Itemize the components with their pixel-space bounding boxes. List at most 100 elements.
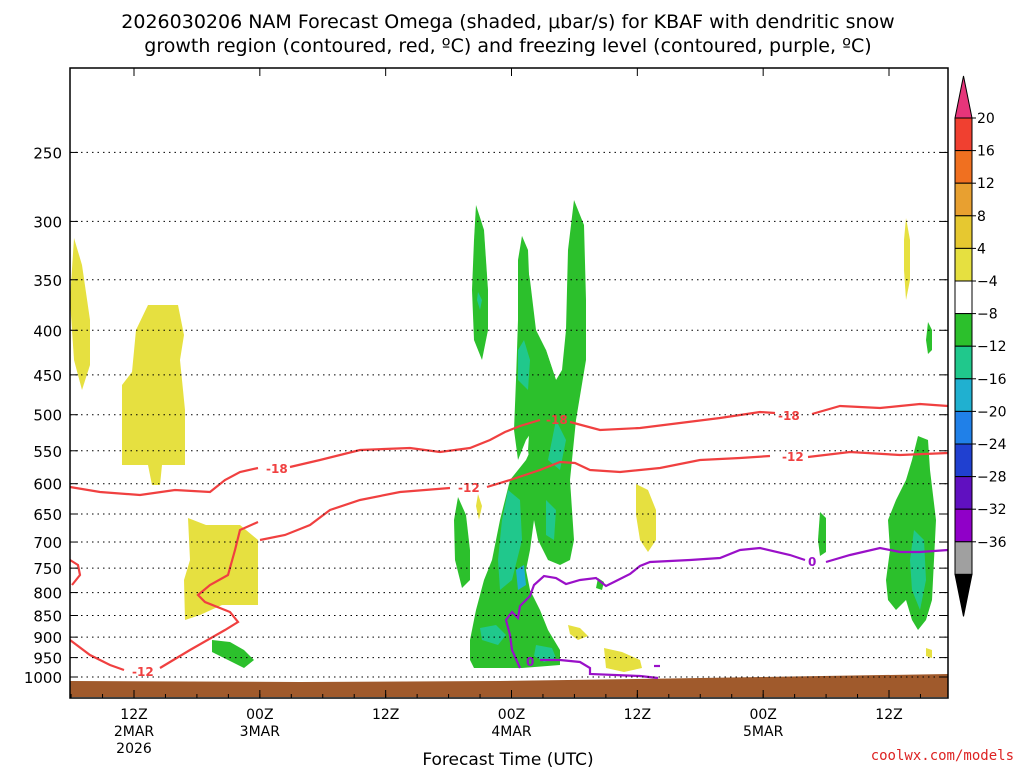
colorbar-segment	[954, 541, 973, 575]
freezing-level-contour	[540, 658, 659, 680]
y-tick-label: 300	[33, 213, 62, 231]
colorbar-segment	[954, 117, 973, 152]
y-tick-label: 250	[33, 144, 62, 162]
omega-negative-region	[472, 205, 488, 360]
temp-contour-minus12	[807, 450, 949, 459]
omega-positive-region	[476, 494, 482, 520]
omega-positive-region	[568, 625, 588, 640]
contour-label: 0	[808, 555, 816, 569]
omega-negative-region	[212, 640, 254, 668]
contour-label: 0	[526, 655, 534, 669]
credit-text: coolwx.com/models	[871, 748, 1014, 764]
chart-title-line-1: 2026030206 NAM Forecast Omega (shaded, μ…	[121, 11, 894, 33]
y-tick-label: 400	[33, 322, 62, 340]
x-tick-label: 00Z	[498, 707, 525, 723]
omega-strong-negative-region	[480, 625, 506, 645]
x-tick-label: 2MAR	[114, 724, 155, 740]
temp-contour-minus18	[69, 466, 259, 497]
y-tick-label: 500	[33, 407, 62, 425]
omega-strong-negative-region	[546, 500, 556, 540]
y-tick-label: 600	[33, 476, 62, 494]
y-tick-label: 450	[33, 367, 62, 385]
temp-contour-minus18	[569, 410, 776, 432]
y-tick-label: 750	[33, 560, 62, 578]
omega-positive-region	[636, 484, 656, 552]
omega-positive-region	[604, 648, 642, 672]
y-tick-label: 850	[33, 608, 62, 626]
temp-contour-minus12	[259, 486, 451, 542]
omega-positive-region	[904, 218, 910, 300]
colorbar-label: −4	[977, 274, 998, 290]
colorbar-segment	[954, 280, 973, 315]
x-tick-label: 2026	[116, 741, 152, 757]
gridlines	[70, 151, 948, 678]
y-tick-label: 800	[33, 585, 62, 603]
colorbar-segment	[954, 508, 973, 543]
omega-negative-region	[818, 512, 826, 556]
omega-strong-negative-region	[548, 420, 566, 470]
x-tick-label: 12Z	[624, 707, 651, 723]
omega-positive-region	[926, 648, 932, 658]
temp-contour-minus12	[69, 639, 125, 672]
colorbar-label: −24	[977, 437, 1007, 453]
omega-positive-region	[70, 238, 90, 390]
x-tick-label: 12Z	[120, 707, 147, 723]
x-tick-label: 3MAR	[240, 724, 281, 740]
contour-label: -12	[458, 481, 480, 495]
temp-contour-minus12	[69, 559, 82, 586]
colorbar-segment	[954, 182, 973, 217]
omega-strong-negative-region	[498, 490, 522, 590]
colorbar-segment	[954, 476, 973, 510]
y-tick-label: 350	[33, 272, 62, 290]
colorbar-min-arrow	[954, 573, 973, 617]
omega-negative-region	[886, 436, 936, 630]
colorbar-segment	[954, 215, 973, 249]
omega-positive-region	[184, 518, 258, 620]
y-axis: 250 300 350 400 450 500 550 600 650 700 750 800 850 9…	[24, 144, 948, 687]
colorbar-segment	[954, 345, 973, 380]
plot-area: -18 -18 -18 -12 -12 -12 0 0 250 300 350 400…	[24, 67, 949, 757]
colorbar-label: −28	[977, 470, 1007, 486]
temp-contour-minus18	[289, 418, 541, 469]
freezing-level-contour	[504, 546, 806, 669]
omega-negative-region	[926, 322, 932, 354]
colorbar-segment	[954, 313, 973, 347]
x-tick-label: 5MAR	[743, 724, 784, 740]
colorbar-label: −32	[977, 502, 1007, 518]
x-tick-label: 12Z	[372, 707, 399, 723]
colorbar: 20 16 12 8 4 −4 −8 −12 −16 −20 −24 −28 −32 −36	[954, 75, 1007, 617]
colorbar-label: −20	[977, 404, 1007, 420]
chart-title-line-2: growth region (contoured, red, ºC) and f…	[144, 35, 871, 57]
y-tick-label: 950	[33, 650, 62, 668]
omega-shading	[70, 200, 936, 672]
colorbar-segment	[954, 247, 973, 282]
contour-label: -18	[266, 462, 288, 476]
colorbar-segment	[954, 150, 973, 184]
omega-positive-region	[122, 305, 185, 485]
x-tick-label: 00Z	[749, 707, 776, 723]
colorbar-label: 4	[977, 241, 986, 257]
x-tick-label: 12Z	[875, 707, 902, 723]
colorbar-label: 12	[977, 176, 995, 192]
y-tick-label: 700	[33, 534, 62, 552]
y-tick-label: 900	[33, 629, 62, 647]
colorbar-label: 16	[977, 144, 995, 160]
x-axis-title: Forecast Time (UTC)	[422, 750, 593, 768]
colorbar-label: −12	[977, 339, 1007, 355]
contour-label: -18	[778, 409, 800, 423]
omega-strong-negative-region	[910, 530, 926, 610]
colorbar-label: −8	[977, 307, 998, 323]
colorbar-label: 20	[977, 111, 995, 127]
temp-contour-minus12	[486, 454, 771, 489]
y-tick-label: 550	[33, 443, 62, 461]
colorbar-label: −36	[977, 535, 1007, 551]
freezing-level-contour	[825, 546, 949, 564]
y-tick-label: 650	[33, 506, 62, 524]
x-tick-label: 00Z	[246, 707, 273, 723]
temp-contour-minus12	[159, 520, 259, 669]
contour-label: -18	[546, 413, 568, 427]
colorbar-segment	[954, 410, 973, 445]
omega-strong-negative-region	[516, 565, 526, 590]
